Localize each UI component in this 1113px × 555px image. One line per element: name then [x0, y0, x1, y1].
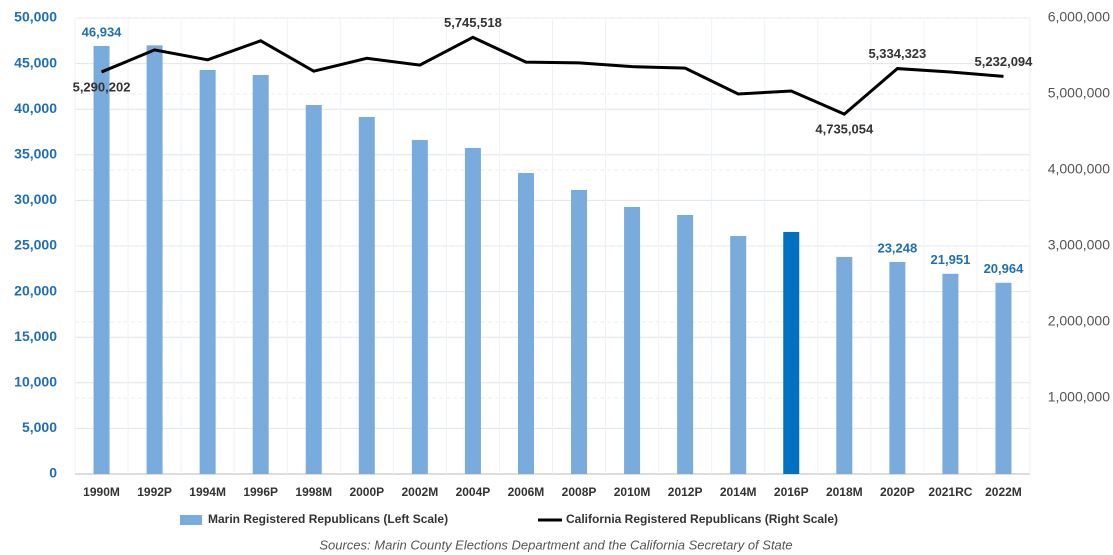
bar: [571, 190, 588, 474]
x-tick-label: 2014M: [720, 485, 757, 499]
bar: [199, 69, 216, 474]
legend-swatch: [180, 515, 202, 525]
y-tick-label: 25,000: [14, 237, 57, 253]
x-tick-label: 2000P: [349, 485, 384, 499]
y2-tick-label: 3,000,000: [1048, 237, 1110, 253]
bar-label: 21,951: [931, 252, 971, 267]
bar-label: 46,934: [82, 24, 123, 39]
y-tick-label: 50,000: [14, 9, 57, 25]
source: Sources: Marin County Elections Departme…: [319, 537, 792, 552]
bar: [411, 140, 428, 474]
x-tick-label: 2020P: [880, 485, 915, 499]
y-tick-label: 40,000: [14, 100, 57, 116]
bar: [146, 45, 163, 475]
x-tick-label: 2002M: [402, 485, 439, 499]
y-tick-label: 10,000: [14, 374, 57, 390]
bar: [995, 282, 1012, 474]
x-tick-label: 1996P: [243, 485, 278, 499]
bar: [464, 147, 481, 474]
x-tick-label: 1990M: [83, 485, 120, 499]
y-tick-label: 45,000: [14, 54, 57, 70]
bar: [624, 206, 641, 474]
y2-tick-label: 1,000,000: [1048, 389, 1110, 405]
y-tick-label: 30,000: [14, 191, 57, 207]
y-tick-label: 15,000: [14, 328, 57, 344]
y2-tick-label: 4,000,000: [1048, 161, 1110, 177]
x-tick-label: 1994M: [189, 485, 226, 499]
bar: [252, 75, 269, 474]
bar: [889, 261, 906, 474]
y-tick-label: 35,000: [14, 146, 57, 162]
bar: [836, 256, 853, 474]
line-label: 5,745,518: [444, 15, 502, 30]
legend-label: Marin Registered Republicans (Left Scale…: [208, 512, 448, 526]
bar: [783, 231, 800, 474]
x-tick-label: 2012P: [668, 485, 703, 499]
bar: [358, 116, 375, 475]
y2-tick-label: 6,000,000: [1048, 9, 1110, 25]
y-tick-label: 0: [49, 465, 57, 481]
bar: [305, 105, 322, 475]
y2-tick-label: 2,000,000: [1048, 313, 1110, 329]
bar-label: 23,248: [877, 240, 917, 255]
x-tick-label: 2022M: [985, 485, 1022, 499]
legend-label: California Registered Republicans (Right…: [566, 512, 838, 526]
y2-tick-label: 5,000,000: [1048, 85, 1110, 101]
bar: [93, 45, 110, 475]
bar-label: 20,964: [984, 261, 1025, 276]
line-label: 5,334,323: [868, 46, 926, 61]
line-label: 4,735,054: [815, 122, 874, 137]
bar: [942, 273, 959, 474]
x-tick-label: 2008P: [562, 485, 597, 499]
line: [100, 35, 1004, 116]
x-tick-label: 2016P: [774, 485, 809, 499]
line-label: 5,232,094: [975, 54, 1034, 69]
y-tick-label: 5,000: [22, 419, 57, 435]
bar: [517, 173, 534, 475]
x-tick-label: 2006M: [508, 485, 545, 499]
x-tick-label: 1992P: [137, 485, 172, 499]
bar: [730, 235, 747, 474]
x-tick-label: 2018M: [826, 485, 863, 499]
y-tick-label: 20,000: [14, 282, 57, 298]
x-tick-label: 2010M: [614, 485, 651, 499]
x-tick-label: 2021RC: [928, 485, 972, 499]
x-tick-label: 2004P: [456, 485, 491, 499]
x-tick-label: 1998M: [295, 485, 332, 499]
line-label: 5,290,202: [73, 79, 131, 94]
bar: [677, 214, 694, 474]
